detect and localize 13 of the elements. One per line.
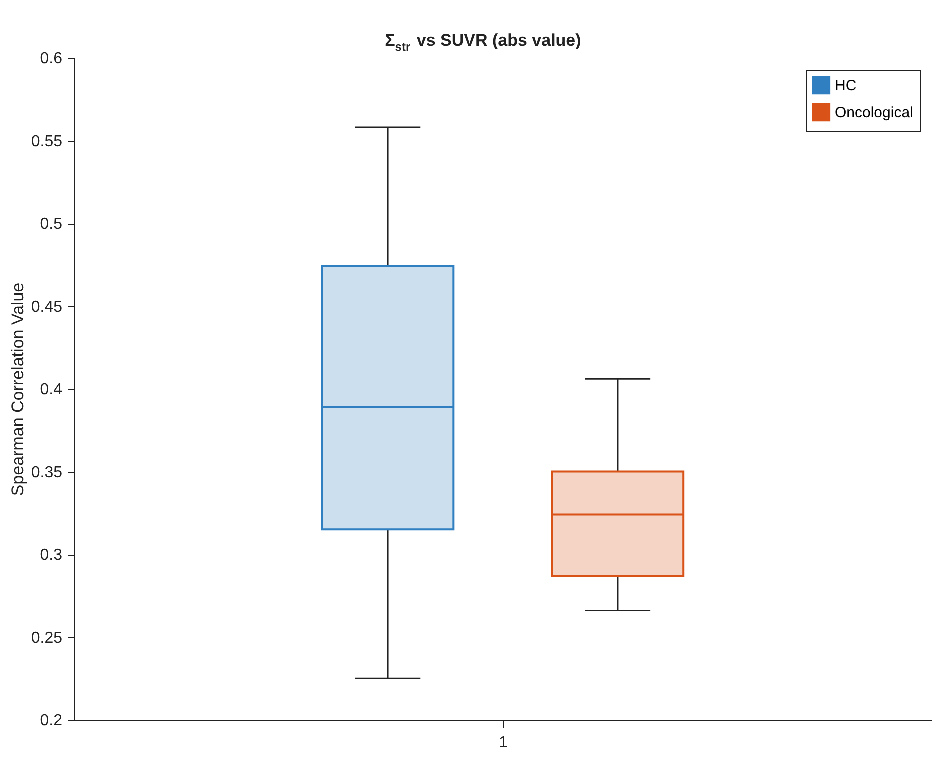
y-tick-label: 0.5 — [40, 216, 63, 233]
legend-label: Oncological — [835, 104, 914, 122]
y-tick-label: 0.4 — [40, 382, 63, 398]
y-tick-label: 0.3 — [40, 547, 63, 564]
y-tick-label: 0.6 — [40, 50, 63, 68]
y-tick-label: 0.45 — [31, 298, 63, 316]
y-tick-label: 0.25 — [31, 630, 63, 647]
y-axis-title: Spearman Correlation Value — [8, 282, 28, 496]
y-tick-label: 0.2 — [40, 712, 63, 730]
y-tick-label: 0.55 — [31, 133, 63, 150]
y-tick-label: 0.35 — [31, 464, 63, 482]
legend-label: HC — [835, 78, 857, 94]
x-tick-label: 1 — [499, 734, 508, 752]
